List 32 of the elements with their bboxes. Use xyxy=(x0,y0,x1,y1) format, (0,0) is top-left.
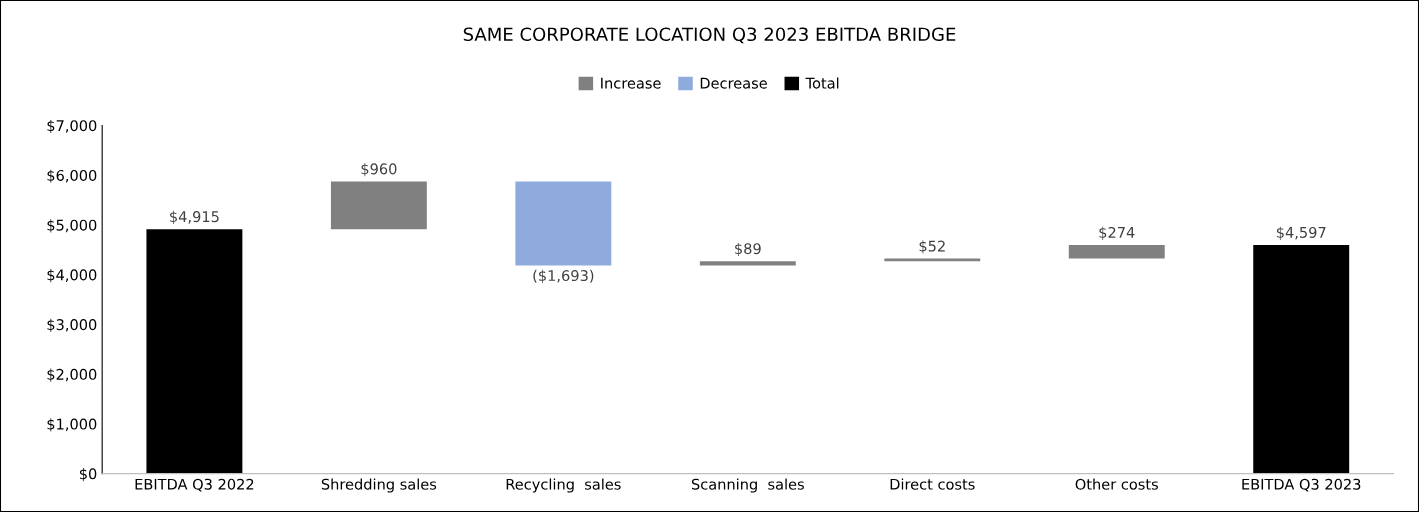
legend-label: Total xyxy=(805,77,839,89)
y-tick-label: $3,000 xyxy=(47,318,97,333)
x-tick-label: EBITDA Q3 2022 xyxy=(135,478,254,492)
x-tick-label: EBITDA Q3 2023 xyxy=(1242,478,1361,492)
x-tick-label: Scanning sales xyxy=(691,478,804,493)
data-label: ($1,693) xyxy=(533,269,594,283)
data-label: $274 xyxy=(1099,226,1135,240)
data-label: $4,915 xyxy=(170,210,219,225)
y-tick-label: $2,000 xyxy=(47,368,97,382)
bar xyxy=(146,229,243,474)
chart-title: SAME CORPORATE LOCATION Q3 2023 EBITDA BRIDGE xyxy=(463,27,956,44)
data-label: $89 xyxy=(735,242,761,257)
y-tick-label: $6,000 xyxy=(47,169,97,183)
x-tick-label: Shredding sales xyxy=(321,478,437,493)
x-tick-label: Recycling sales xyxy=(506,478,621,493)
legend-label: Decrease xyxy=(700,77,767,89)
data-label: $4,597 xyxy=(1276,226,1326,240)
bar xyxy=(1068,244,1165,259)
y-tick-label: $7,000 xyxy=(47,119,97,134)
bar xyxy=(515,181,612,266)
bar xyxy=(1253,244,1350,474)
data-label: $960 xyxy=(361,163,397,177)
bar xyxy=(330,181,427,230)
y-tick-label: $5,000 xyxy=(47,219,97,233)
y-tick-label: $0 xyxy=(79,468,97,482)
x-tick-label: Other costs xyxy=(1075,478,1158,490)
legend-label: Increase xyxy=(601,77,661,89)
y-tick-label: $4,000 xyxy=(47,269,97,283)
bar xyxy=(699,261,796,266)
data-label: $52 xyxy=(919,240,945,254)
x-tick-label: Direct costs xyxy=(890,478,975,490)
y-tick-label: $1,000 xyxy=(47,418,97,432)
